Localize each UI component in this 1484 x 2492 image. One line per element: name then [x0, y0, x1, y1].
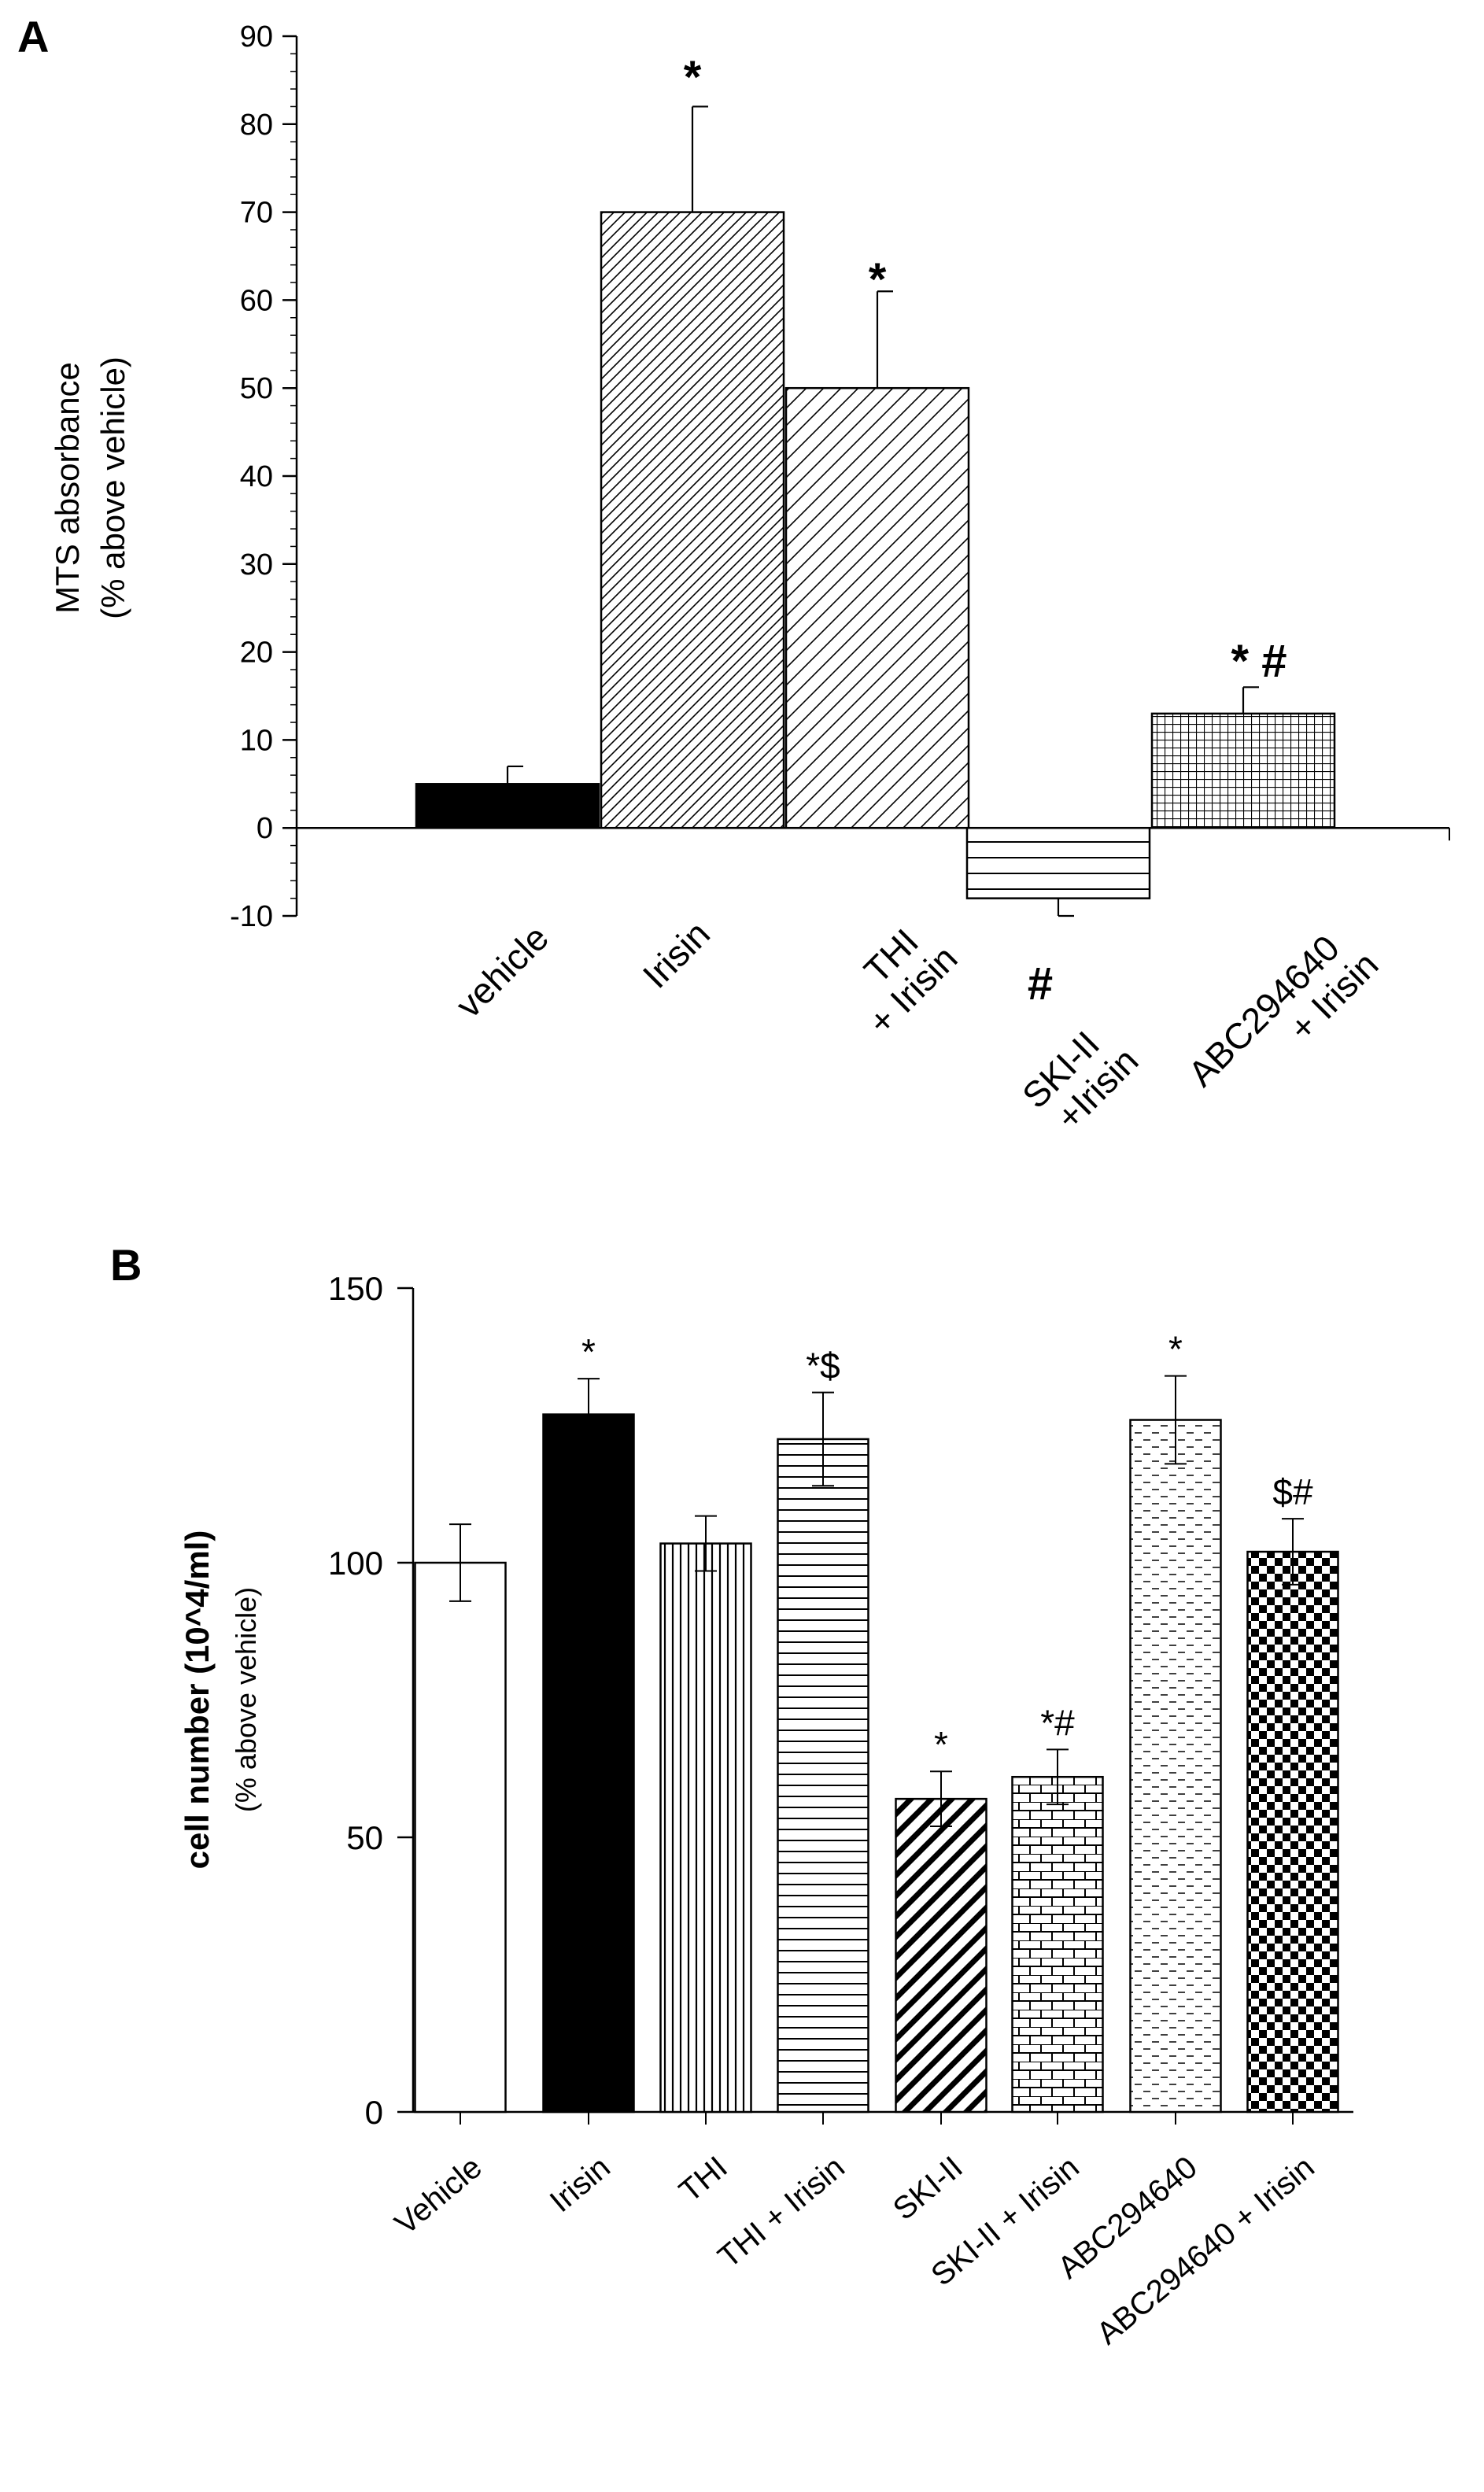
category-label-line: vehicle: [448, 917, 556, 1025]
bar: [777, 1438, 869, 2114]
y-axis-label-line2: (% above vehicle): [94, 356, 131, 619]
y-tick-label: 80: [240, 109, 273, 142]
y-tick-label: 150: [328, 1270, 383, 1307]
y-tick-label: 30: [240, 548, 273, 581]
significance-marker: #: [1028, 958, 1053, 1010]
bar: [1129, 1419, 1222, 2114]
bar: [895, 1797, 987, 2114]
significance-marker: *: [684, 52, 702, 103]
category-label: ABC294640+ Irisin: [1180, 927, 1386, 1094]
significance-marker: $#: [1272, 1471, 1313, 1512]
bar: [659, 1542, 752, 2114]
significance-marker: *: [869, 254, 887, 305]
category-label: SKI-II: [887, 2150, 969, 2227]
significance-marker: *: [1168, 1329, 1183, 1370]
significance-marker: *: [581, 1331, 596, 1372]
chart-panel-b: B 0 50 100 150 cell number (10^4/ml) (% above…: [0, 1196, 1484, 2492]
y-tick-label: 60: [240, 284, 273, 317]
y-axis-label: cell number (10^4/ml): [179, 1530, 216, 1870]
category-label: SKI-II+Irisin: [1014, 1023, 1146, 1138]
chart-b-svg: 0 50 100 150 cell number (10^4/ml) (% above v…: [179, 1270, 1353, 2351]
y-axis-label-line2: (% above vehicle): [230, 1587, 262, 1812]
chart-a-svg: -10 0 10 20 30 40 50 60 70 80 90 MTS absorbance (% a…: [49, 20, 1450, 1138]
significance-marker: * #: [1231, 636, 1287, 687]
chart-panel-a: A -10 0 10 20 30 40 50 60 70 80 90 MTS absorbance (%…: [0, 0, 1484, 1196]
category-label: ABC294640 + Irisin: [1091, 2150, 1321, 2351]
category-label: THI+ Irisin: [856, 921, 965, 1043]
bar: [415, 783, 600, 829]
bar: [1150, 712, 1336, 829]
category-label: vehicle: [448, 917, 556, 1025]
category-label: Irisin: [635, 913, 718, 995]
significance-marker: *: [934, 1724, 948, 1765]
panel-label-a: A: [17, 12, 50, 61]
bar: [414, 1561, 507, 2114]
bar: [784, 386, 970, 829]
panel-label-b: B: [110, 1240, 142, 1290]
significance-marker: *#: [1040, 1702, 1075, 1743]
y-tick-label: 0: [365, 2094, 383, 2131]
y-tick-label: 90: [240, 20, 273, 54]
y-tick-label: 0: [257, 812, 273, 845]
y-tick-label: -10: [230, 900, 273, 933]
y-tick-label: 100: [328, 1545, 383, 1582]
y-tick-label: 50: [346, 1819, 383, 1856]
category-label: Vehicle: [389, 2150, 489, 2242]
bar: [542, 1413, 635, 2114]
y-tick-label: 50: [240, 372, 273, 405]
y-tick-label: 70: [240, 197, 273, 230]
significance-marker: *$: [806, 1346, 840, 1386]
y-tick-label: 40: [240, 460, 273, 493]
category-label: THI + Irisin: [712, 2150, 851, 2275]
category-label: THI: [673, 2150, 734, 2209]
bar: [1011, 1775, 1104, 2114]
y-tick-label: 10: [240, 724, 273, 757]
bar: [1246, 1550, 1339, 2114]
bar: [600, 211, 785, 829]
bar: [965, 826, 1151, 899]
y-axis-label: MTS absorbance: [49, 362, 86, 614]
y-tick-label: 20: [240, 637, 273, 670]
category-label: Irisin: [544, 2150, 617, 2219]
category-label-line: Irisin: [635, 913, 718, 995]
